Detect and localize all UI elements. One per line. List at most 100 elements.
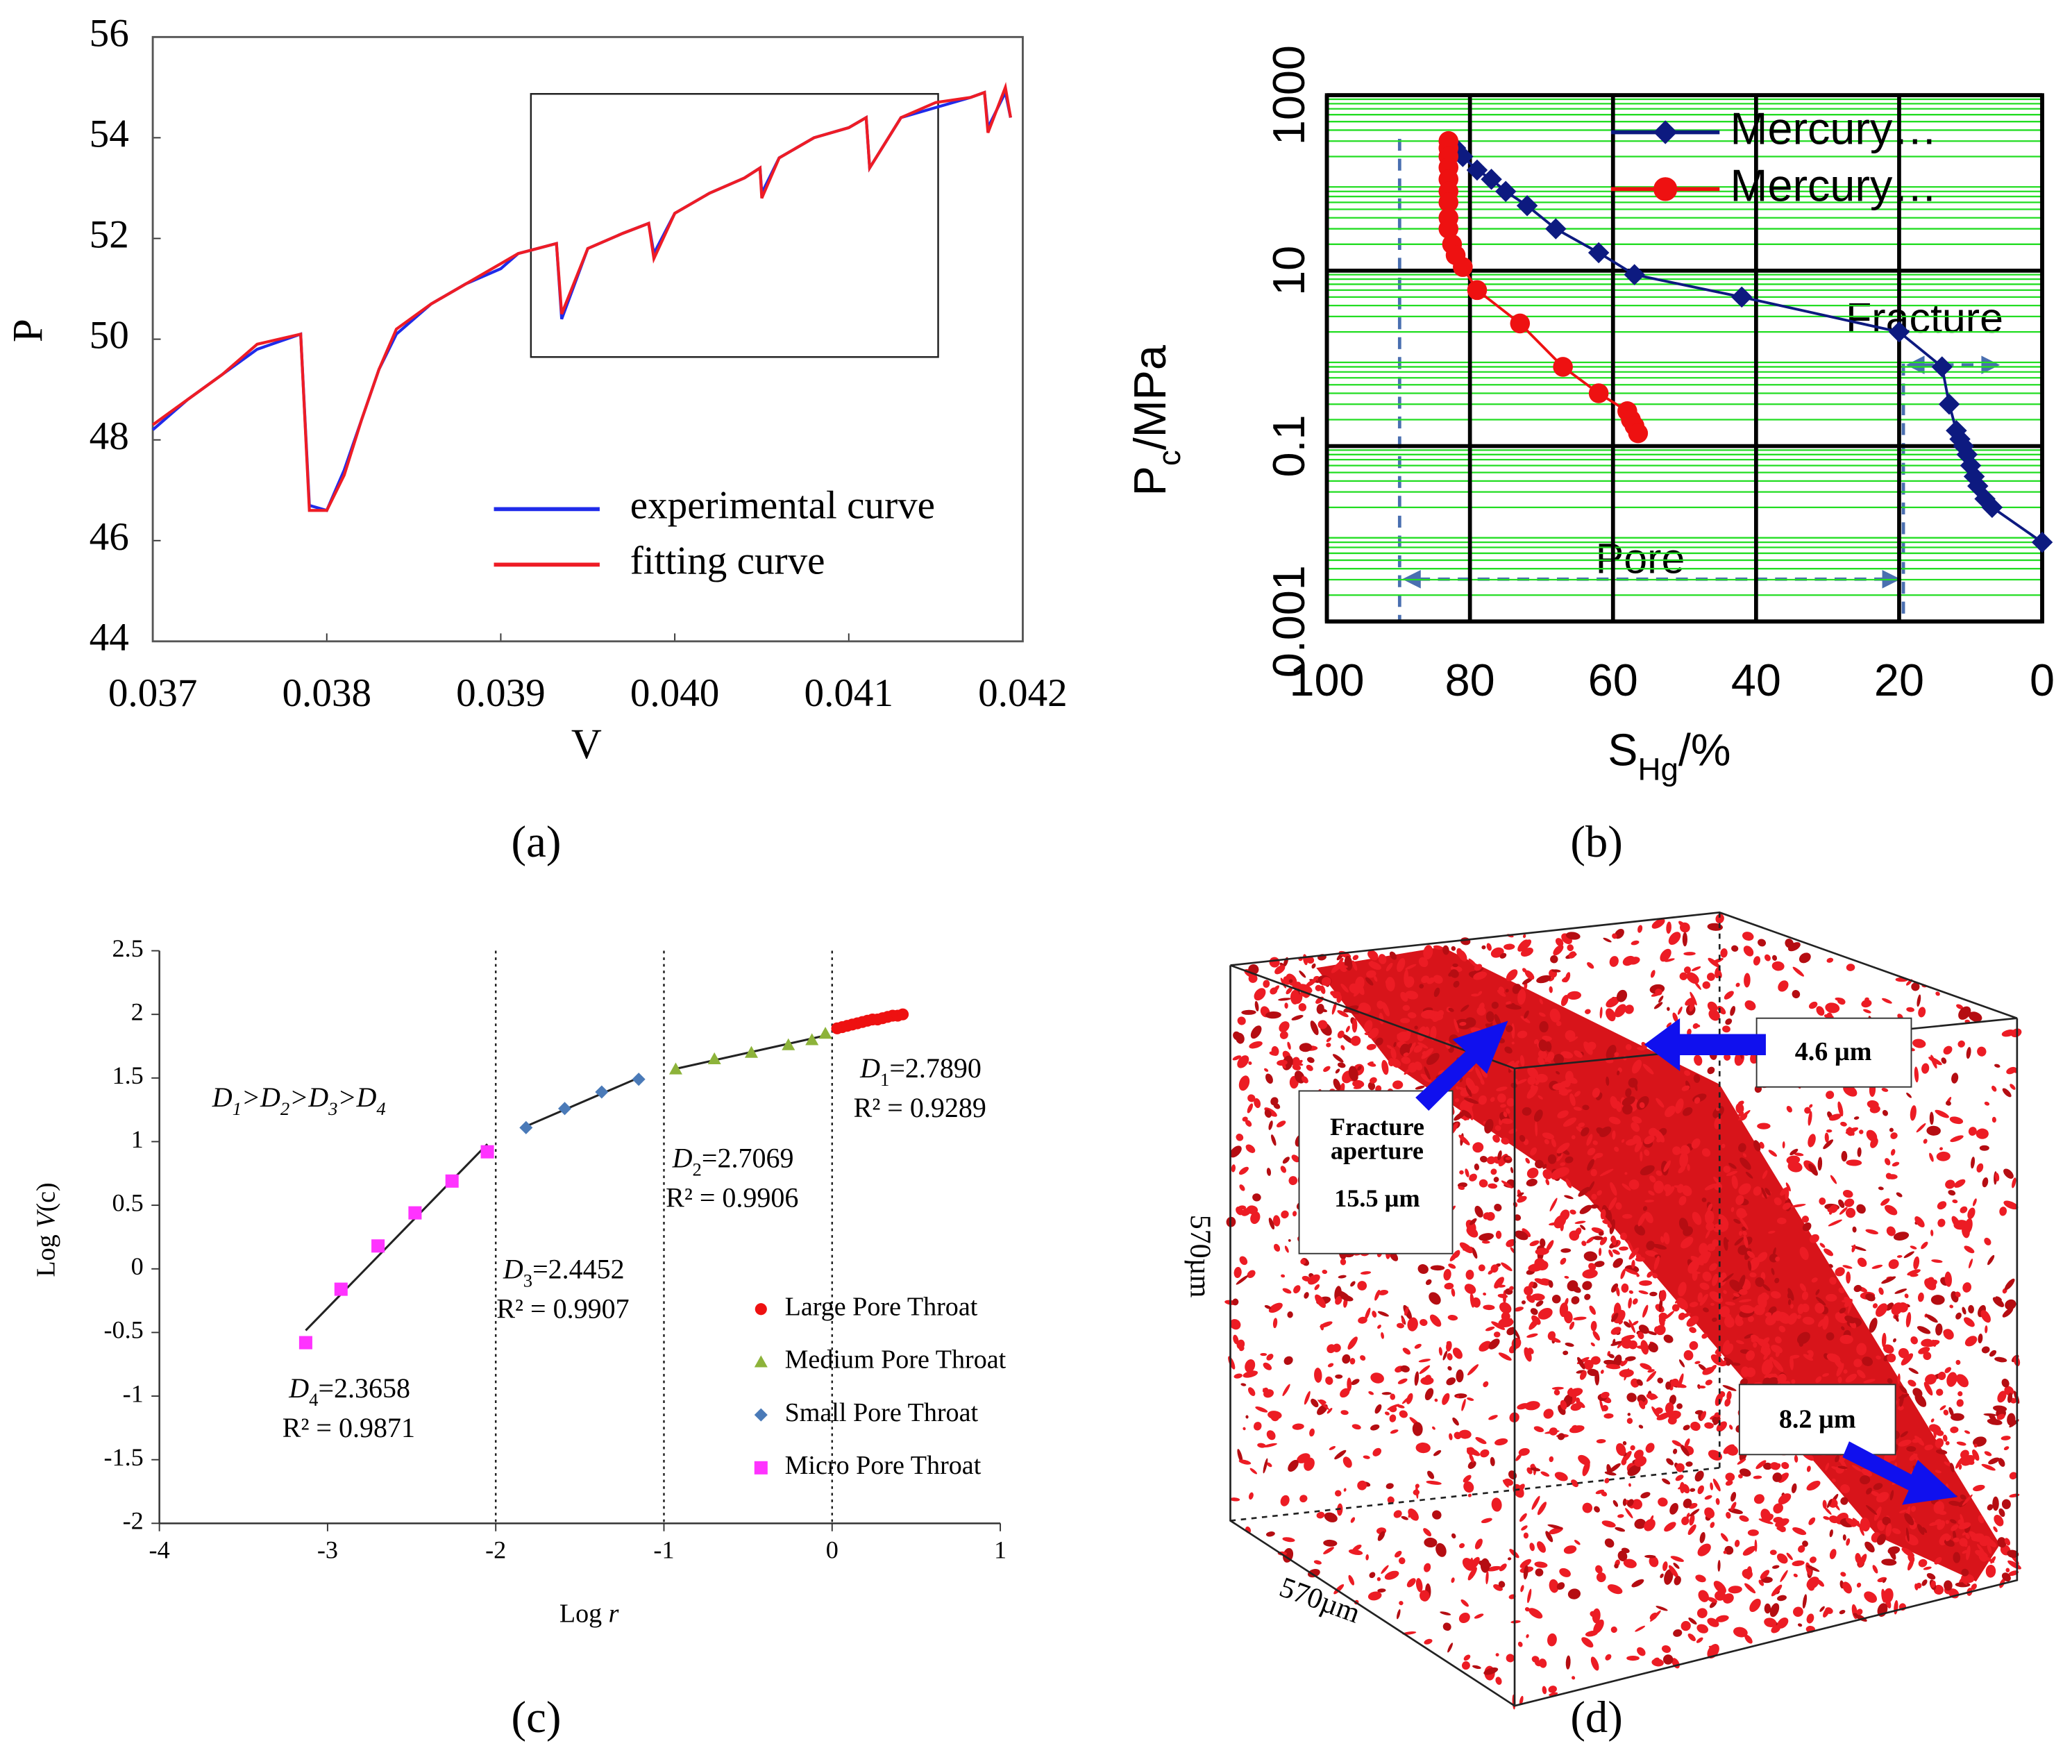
pore-blob xyxy=(1735,1340,1744,1345)
pore-blob xyxy=(1326,1408,1333,1414)
pore-blob xyxy=(1898,1439,1912,1447)
pore-blob xyxy=(1340,1388,1350,1398)
pore-blob xyxy=(1387,1496,1395,1504)
pore-blob xyxy=(1726,1170,1738,1177)
pore-blob xyxy=(1467,1461,1476,1470)
pore-blob xyxy=(1610,1626,1617,1633)
pore-blob xyxy=(1687,1260,1699,1274)
sub: 2 xyxy=(280,1098,289,1119)
pore-blob xyxy=(1348,1549,1363,1556)
pore-blob xyxy=(1233,1267,1242,1278)
x-tick-label: 20 xyxy=(1874,655,1924,705)
pore-blob xyxy=(1733,1218,1741,1224)
pore-blob xyxy=(1302,1076,1308,1084)
pore-blob xyxy=(1474,1613,1484,1619)
pore-blob xyxy=(1283,1356,1293,1366)
pore-blob xyxy=(1271,1134,1277,1146)
pore-blob xyxy=(1793,1606,1803,1618)
pore-blob xyxy=(1764,954,1771,961)
pore-blob xyxy=(1351,1424,1361,1430)
pore-blob xyxy=(2003,1168,2014,1179)
pore-blob xyxy=(1549,1008,1560,1023)
pore-blob xyxy=(1573,1107,1582,1111)
pore-blob xyxy=(1723,1290,1727,1294)
pore-blob xyxy=(1424,1066,1431,1080)
pore-blob xyxy=(1891,1302,1903,1316)
pore-blob xyxy=(1452,1347,1463,1359)
pore-blob xyxy=(1538,1039,1548,1052)
pore-blob xyxy=(1791,1379,1796,1384)
pore-blob xyxy=(1413,1045,1423,1053)
pore-blob xyxy=(1684,1070,1691,1076)
pore-blob xyxy=(1420,1319,1428,1326)
pore-blob xyxy=(1933,1501,1945,1514)
plot-frame xyxy=(1324,93,2044,624)
pore-blob xyxy=(1842,1534,1846,1541)
pore-blob xyxy=(1619,1246,1628,1251)
pore-blob xyxy=(1291,1154,1300,1163)
pore-blob xyxy=(1768,1230,1776,1234)
pore-blob xyxy=(1787,1288,1794,1301)
pore-blob xyxy=(1646,1271,1653,1278)
pore-blob xyxy=(1935,1449,1948,1455)
pore-blob xyxy=(1907,1379,1917,1387)
label-post: (c) xyxy=(31,1182,60,1211)
pore-blob xyxy=(1293,1285,1301,1294)
pore-blob xyxy=(1582,1502,1593,1513)
pore-blob xyxy=(1432,1510,1442,1520)
pore-blob xyxy=(1981,1463,1996,1471)
pore-blob xyxy=(1397,958,1406,973)
pore-blob xyxy=(1735,1195,1744,1205)
pore-blob xyxy=(1584,1293,1591,1300)
pore-blob xyxy=(1300,1259,1306,1265)
pore-blob xyxy=(1884,1204,1898,1216)
sep: > xyxy=(289,1082,308,1113)
pore-blob xyxy=(1551,1386,1564,1390)
pore-blob xyxy=(1842,1335,1846,1341)
pore-blob xyxy=(1667,1007,1670,1011)
pore-blob xyxy=(1980,1310,1991,1323)
pore-blob xyxy=(1342,1354,1351,1364)
pore-blob xyxy=(1282,1537,1295,1543)
pore-blob xyxy=(1387,1404,1399,1411)
pore-blob xyxy=(1483,1667,1499,1675)
pore-blob xyxy=(1530,1467,1541,1472)
pore-blob xyxy=(1377,1588,1386,1593)
pore-blob xyxy=(1789,1148,1799,1156)
fracture-label: aperture xyxy=(1331,1136,1424,1164)
pore-blob xyxy=(1565,1156,1574,1164)
pore-blob xyxy=(1644,1200,1654,1203)
pore-blob xyxy=(1340,1258,1347,1266)
pore-blob xyxy=(1724,1398,1731,1407)
pore-blob xyxy=(1370,1077,1377,1084)
pore-blob xyxy=(1539,1020,1549,1033)
pore-blob xyxy=(1704,1495,1712,1500)
pore-blob xyxy=(1794,1454,1799,1463)
pore-blob xyxy=(1314,1368,1322,1383)
pore-blob xyxy=(1568,1388,1583,1397)
pore-blob xyxy=(1881,1332,1887,1347)
pore-blob xyxy=(1515,1079,1527,1085)
pore-blob xyxy=(1232,1055,1242,1061)
pore-blob xyxy=(1556,1020,1562,1027)
pore-blob xyxy=(1236,1134,1244,1141)
pore-blob xyxy=(1897,1373,1901,1384)
pore-blob xyxy=(1717,1560,1721,1572)
y-tick-label: 0.5 xyxy=(112,1188,144,1216)
pore-blob xyxy=(1529,1543,1535,1552)
pore-blob xyxy=(1614,1004,1626,1018)
pore-blob xyxy=(1936,1388,1944,1396)
pore-blob xyxy=(1772,1247,1776,1257)
pore-blob xyxy=(1405,991,1419,1000)
pore-blob xyxy=(1497,989,1506,997)
pore-blob xyxy=(1844,1198,1855,1207)
pore-blob xyxy=(1737,1458,1746,1465)
pore-blob xyxy=(1350,1517,1356,1523)
pore-blob xyxy=(1634,1456,1647,1467)
pore-blob xyxy=(1739,1230,1743,1236)
pore-blob xyxy=(1514,1307,1524,1312)
sub: 1 xyxy=(233,1098,242,1119)
pore-blob xyxy=(1758,1579,1764,1586)
pore-blob xyxy=(1846,1159,1862,1166)
